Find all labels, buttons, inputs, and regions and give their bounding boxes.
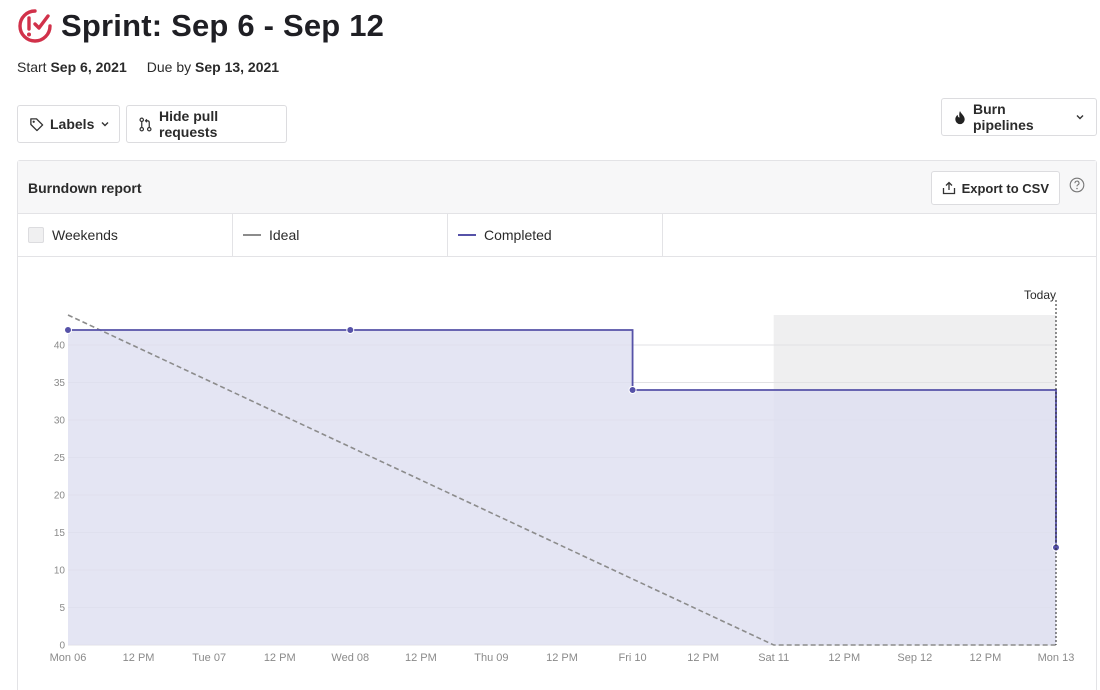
tag-icon [30,117,44,131]
legend-completed-label: Completed [484,227,552,243]
y-tick-label: 30 [54,416,66,427]
x-tick-label: Wed 08 [331,652,369,664]
x-tick-label: 12 PM [264,652,296,664]
pull-request-icon [139,117,152,131]
page-header: Sprint: Sep 6 - Sep 12 [17,8,384,44]
burn-pipelines-button[interactable]: Burn pipelines [941,98,1097,136]
x-tick-label: 12 PM [970,652,1002,664]
legend-weekends[interactable]: Weekends [18,214,233,256]
legend-ideal-label: Ideal [269,227,300,243]
x-tick-label: 12 PM [828,652,860,664]
labels-button-label: Labels [50,116,95,132]
export-csv-label: Export to CSV [961,180,1049,196]
x-tick-label: Tue 07 [192,652,226,664]
burn-pipelines-label: Burn pipelines [973,101,1034,133]
chart-legend: Weekends Ideal Completed [18,214,1096,257]
help-icon[interactable] [1069,177,1085,193]
panel-title: Burndown report [28,180,142,196]
chevron-down-icon [101,122,109,127]
hide-pull-requests-button[interactable]: Hide pull requests [126,105,287,143]
y-tick-label: 35 [54,378,66,389]
export-csv-button[interactable]: Export to CSV [930,171,1060,205]
flame-icon [955,110,965,124]
legend-weekends-label: Weekends [52,227,118,243]
completed-point [628,386,637,394]
burndown-panel: Burndown report Export to CSV Weekends I… [17,160,1097,690]
x-tick-label: 12 PM [687,652,719,664]
y-tick-label: 25 [54,453,66,464]
page-title: Sprint: Sep 6 - Sep 12 [61,8,385,43]
sprint-dates: Start Sep 6, 2021 Due by Sep 13, 2021 [17,59,279,75]
completed-swatch [458,234,476,236]
completed-point [346,326,355,334]
completed-area [68,330,1056,645]
labels-button[interactable]: Labels [17,105,120,143]
y-tick-label: 40 [54,341,66,352]
chevron-down-icon [1076,115,1084,120]
panel-header: Burndown report Export to CSV [18,161,1096,214]
y-tick-label: 15 [54,528,66,539]
x-tick-label: Sat 11 [758,652,789,664]
x-tick-label: 12 PM [405,652,437,664]
y-tick-label: 0 [59,641,65,652]
weekend-swatch [28,227,44,243]
x-tick-label: 12 PM [123,652,155,664]
x-tick-label: Fri 10 [619,652,647,664]
start-date: Start Sep 6, 2021 [17,59,127,75]
today-label: Today [1024,288,1056,302]
x-tick-label: 12 PM [546,652,578,664]
ideal-swatch [243,234,261,236]
legend-ideal[interactable]: Ideal [233,214,448,256]
x-tick-label: Thu 09 [474,652,508,664]
due-date: Due by Sep 13, 2021 [146,59,280,75]
x-tick-label: Mon 06 [50,652,87,664]
y-tick-label: 10 [54,566,66,577]
burndown-chart: 0 5 10 15 20 25 30 35 40 Today Mon 06 12 PM Tue 07 12… [50,288,1075,664]
x-tick-label: Sep 12 [897,652,932,664]
x-tick-label: Mon 13 [1038,652,1075,664]
completed-point [64,326,72,334]
ideal-line [67,314,1056,646]
y-tick-label: 5 [59,603,65,614]
legend-completed[interactable]: Completed [448,214,663,256]
hide-pull-requests-label: Hide pull requests [159,108,219,140]
sprint-clock-icon [18,9,52,43]
y-tick-label: 20 [54,491,66,502]
export-icon [942,181,955,195]
